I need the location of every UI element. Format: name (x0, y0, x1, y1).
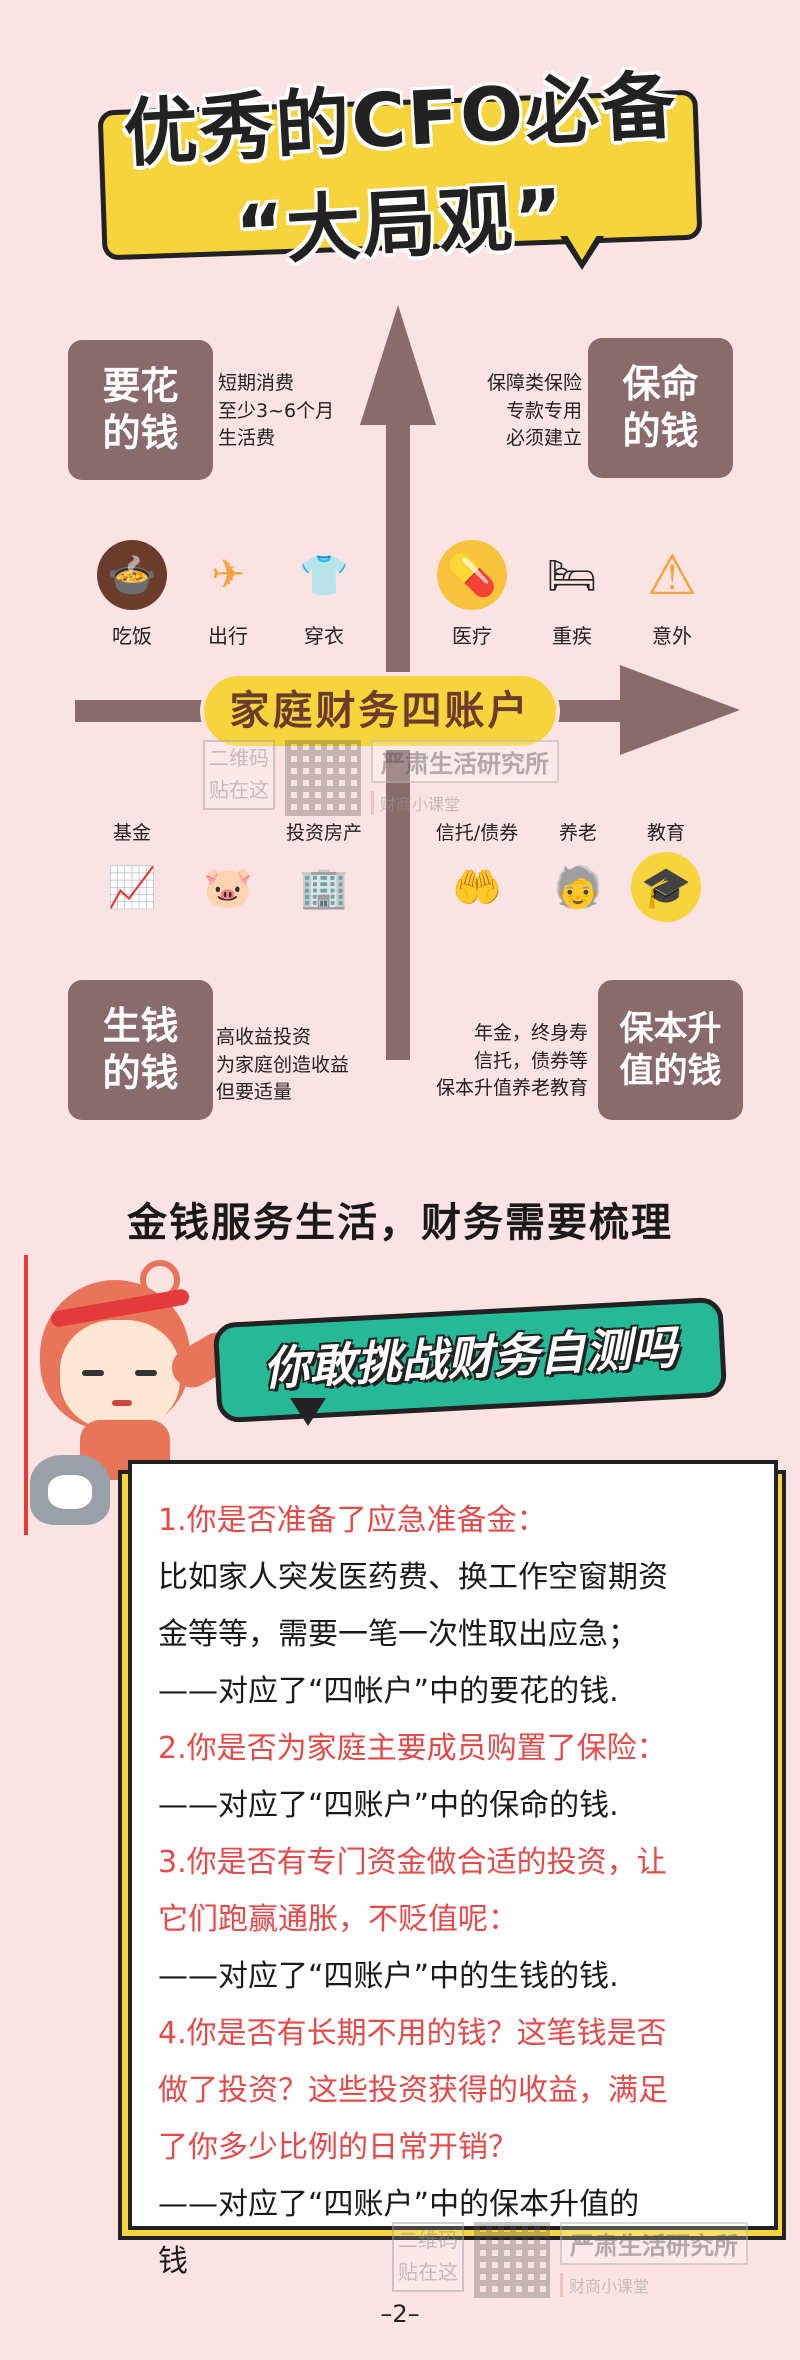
quadrant-protection-desc: 保障类保险 专款专用 必须建立 (486, 372, 582, 450)
food-icon: 🍲 (97, 540, 167, 610)
building-icon: 🏢 (299, 864, 349, 911)
quadrant-preservation-money: 保本升 值的钱 (598, 980, 743, 1120)
quadrant-protection-money: 保命 的钱 (588, 338, 733, 478)
shirt-icon: 👕 (299, 552, 349, 599)
quiz-line: 2.你是否为家庭主要成员购置了保险： (158, 1731, 667, 1766)
quiz-line: 4.你是否有长期不用的钱？这笔钱是否 (158, 2016, 667, 2051)
quiz-line: 3.你是否有专门资金做合适的投资，让 (158, 1845, 667, 1880)
icon-item-travel: ✈ 出行 (180, 540, 276, 649)
icon-item-medical: 💊 医疗 (422, 540, 522, 649)
icon-item-piggy-bank: 🐷 (180, 818, 276, 922)
icon-item-trust: 信托/债券 🤲 (414, 818, 540, 922)
icon-item-property: 投资房产 🏢 (276, 818, 372, 922)
cat-illustration (30, 1455, 110, 1525)
pill-icon: 💊 (437, 540, 507, 610)
chart-icon: 📈 (107, 864, 157, 911)
protection-icons: 💊 医疗 🛏 重疾 ⚠ 意外 (422, 540, 722, 649)
section-subtitle: 金钱服务生活，财务需要梳理 (127, 1200, 673, 1246)
quiz-line: ——对应了“四账户”中的保本升值的 (158, 2187, 640, 2222)
icon-item-fund: 基金 📈 (84, 818, 180, 922)
challenge-bubble-tail (290, 1398, 326, 1426)
quiz-line: 钱 (158, 2244, 188, 2279)
quiz-line: 了你多少比例的日常开销？ (158, 2130, 518, 2165)
vertical-axis-arrow (360, 305, 436, 425)
title-block: 优秀的CFO必备 “大局观” (80, 60, 720, 277)
warning-icon: ⚠ (646, 542, 698, 608)
quiz-line: ——对应了“四帐户”中的要花的钱. (158, 1674, 619, 1709)
quadrant-growth-desc: 高收益投资 为家庭创造收益 但要适量 (216, 1026, 350, 1104)
qr-code-icon (285, 740, 361, 816)
watermark-bottom: 二维码 贴在这 严肃生活研究所 财商小课堂 (392, 2222, 748, 2298)
quiz-line: 比如家人突发医药费、换工作空窗期资 (158, 1560, 668, 1595)
icon-item-clothing: 👕 穿衣 (276, 540, 372, 649)
stretcher-icon: 🛏 (546, 552, 598, 599)
piggy-bank-icon: 🐷 (203, 864, 253, 911)
decorative-line (24, 1255, 28, 1535)
center-label: 家庭财务四账户 (200, 672, 560, 750)
icon-item-food: 🍲 吃饭 (84, 540, 180, 649)
horizontal-axis-arrow (620, 665, 740, 755)
quiz-card: 1.你是否准备了应急准备金： 比如家人突发医药费、换工作空窗期资 金等等，需要一… (128, 1460, 778, 2279)
watermark-sub: 财商小课堂 (560, 2273, 748, 2297)
qr-placeholder: 二维码 贴在这 (203, 740, 275, 810)
quiz-line: ——对应了“四账户”中的保命的钱. (158, 1788, 619, 1823)
airplane-icon: ✈ (211, 552, 245, 598)
quadrant-growth-money: 生钱 的钱 (68, 980, 213, 1120)
girl-illustration (20, 1260, 246, 1530)
icon-item-pension: 养老 🧓 (540, 818, 616, 922)
quadrant-spending-desc: 短期消费 至少3~6个月 生活费 (218, 372, 335, 450)
quiz-line: ——对应了“四账户”中的生钱的钱. (158, 1959, 619, 1994)
preservation-icons: 信托/债券 🤲 养老 🧓 教育 🎓 (414, 818, 716, 922)
quiz-line: 金等等，需要一笔一次性取出应急； (158, 1617, 638, 1652)
growth-icons: 基金 📈 🐷 投资房产 🏢 (84, 818, 372, 922)
graduation-cap-icon: 🎓 (631, 852, 701, 922)
quadrant-preservation-desc: 年金，终身寿 信托，债券等 保本升值养老教育 (435, 1022, 588, 1100)
quiz-line: 它们跑赢通胀，不贬值呢： (158, 1902, 518, 1937)
page-number: –2– (380, 2300, 420, 2328)
watermark-sub: 财商小课堂 (371, 791, 559, 815)
quiz-line: 1.你是否准备了应急准备金： (158, 1503, 547, 1538)
watermark-brand: 严肃生活研究所 (560, 2222, 748, 2265)
icon-item-accident: ⚠ 意外 (622, 540, 722, 649)
watermark-brand: 严肃生活研究所 (371, 740, 559, 783)
quiz-line: 做了投资？这些投资获得的收益，满足 (158, 2073, 668, 2108)
quadrant-spending-money: 要花 的钱 (68, 340, 213, 480)
icon-item-critical-illness: 🛏 重疾 (522, 540, 622, 649)
trust-icon: 🤲 (452, 864, 502, 911)
elderly-icon: 🧓 (553, 864, 603, 911)
icon-item-education: 教育 🎓 (616, 818, 716, 922)
qr-placeholder: 二维码 贴在这 (392, 2222, 464, 2292)
qr-code-icon (474, 2222, 550, 2298)
spending-icons: 🍲 吃饭 ✈ 出行 👕 穿衣 (84, 540, 372, 649)
watermark: 二维码 贴在这 严肃生活研究所 财商小课堂 (203, 740, 559, 816)
